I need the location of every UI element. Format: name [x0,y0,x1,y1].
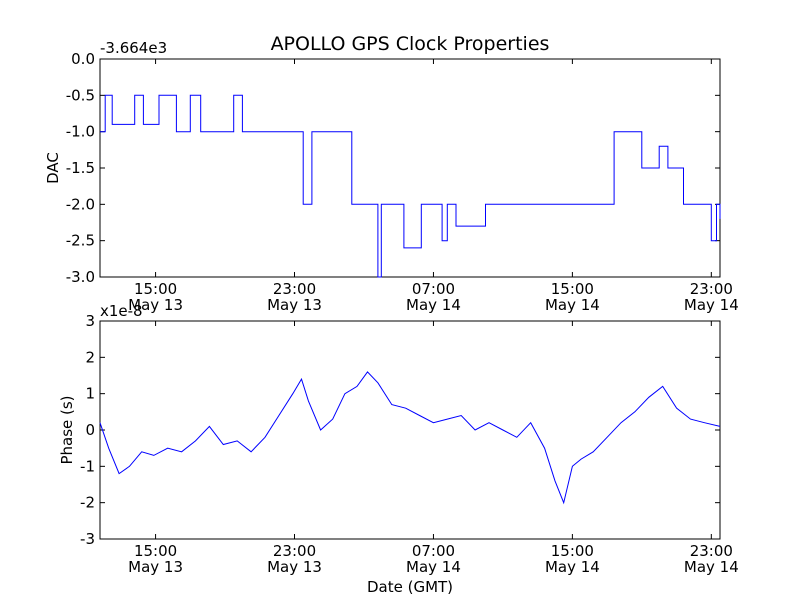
dac-x-tick-time: 15:00 [551,280,594,298]
phase-y-ticks: -3 -2 -1 0 1 2 3 [80,312,720,548]
phase-x-tick-date: May 14 [545,558,600,576]
phase-x-tick-time: 15:00 [551,542,594,560]
phase-y-tick-label: -1 [80,457,95,475]
dac-panel: -3.664e3 -3.0 -2.5 -2.0 -1.5 -1.0 -0.5 0.0 15:… [44,39,739,314]
phase-offset-label: x1e-8 [100,302,143,320]
phase-x-tick-date: May 13 [128,558,183,576]
dac-x-tick-time: 23:00 [690,280,733,298]
dac-x-tick-date: May 14 [406,296,461,314]
dac-series-line [100,94,721,278]
phase-y-tick-label: 3 [85,312,95,330]
dac-y-tick-label: -3.0 [66,268,95,286]
dac-x-tick-time: 07:00 [412,280,455,298]
dac-y-tick-label: -1.5 [66,159,95,177]
phase-y-tick-label: 1 [85,385,95,403]
dac-y-tick-label: -2.5 [66,232,95,250]
x-axis-label: Date (GMT) [367,578,453,596]
dac-y-tick-label: -0.5 [66,86,95,104]
dac-y-tick-label: -2.0 [66,195,95,213]
dac-y-ticks: -3.0 -2.5 -2.0 -1.5 -1.0 -0.5 0.0 [66,50,720,286]
phase-x-tick-time: 07:00 [412,542,455,560]
dac-x-tick-date: May 13 [267,296,322,314]
dac-y-axis-label: DAC [44,152,62,184]
phase-series-line [99,371,721,505]
figure-title: APOLLO GPS Clock Properties [271,33,550,55]
phase-x-tick-time: 15:00 [134,542,177,560]
phase-y-tick-label: 0 [85,421,95,439]
dac-y-tick-label: 0.0 [71,50,95,68]
phase-x-tick-date: May 14 [406,558,461,576]
phase-y-tick-label: 2 [85,348,95,366]
phase-y-axis-label: Phase (s) [58,395,76,464]
dac-x-tick-date: May 14 [545,296,600,314]
dac-x-tick-time: 23:00 [273,280,316,298]
phase-x-tick-date: May 13 [267,558,322,576]
phase-y-tick-label: -2 [80,494,95,512]
dac-x-tick-date: May 13 [128,296,183,314]
dac-x-tick-date: May 14 [684,296,739,314]
dac-x-tick-time: 15:00 [134,280,177,298]
phase-x-tick-time: 23:00 [273,542,316,560]
phase-x-tick-time: 23:00 [690,542,733,560]
phase-x-tick-date: May 14 [684,558,739,576]
phase-y-tick-label: -3 [80,530,95,548]
dac-axes-frame [99,58,721,278]
dac-offset-label: -3.664e3 [100,39,167,57]
dac-y-tick-label: -1.0 [66,123,95,141]
phase-axes-frame [99,320,721,540]
